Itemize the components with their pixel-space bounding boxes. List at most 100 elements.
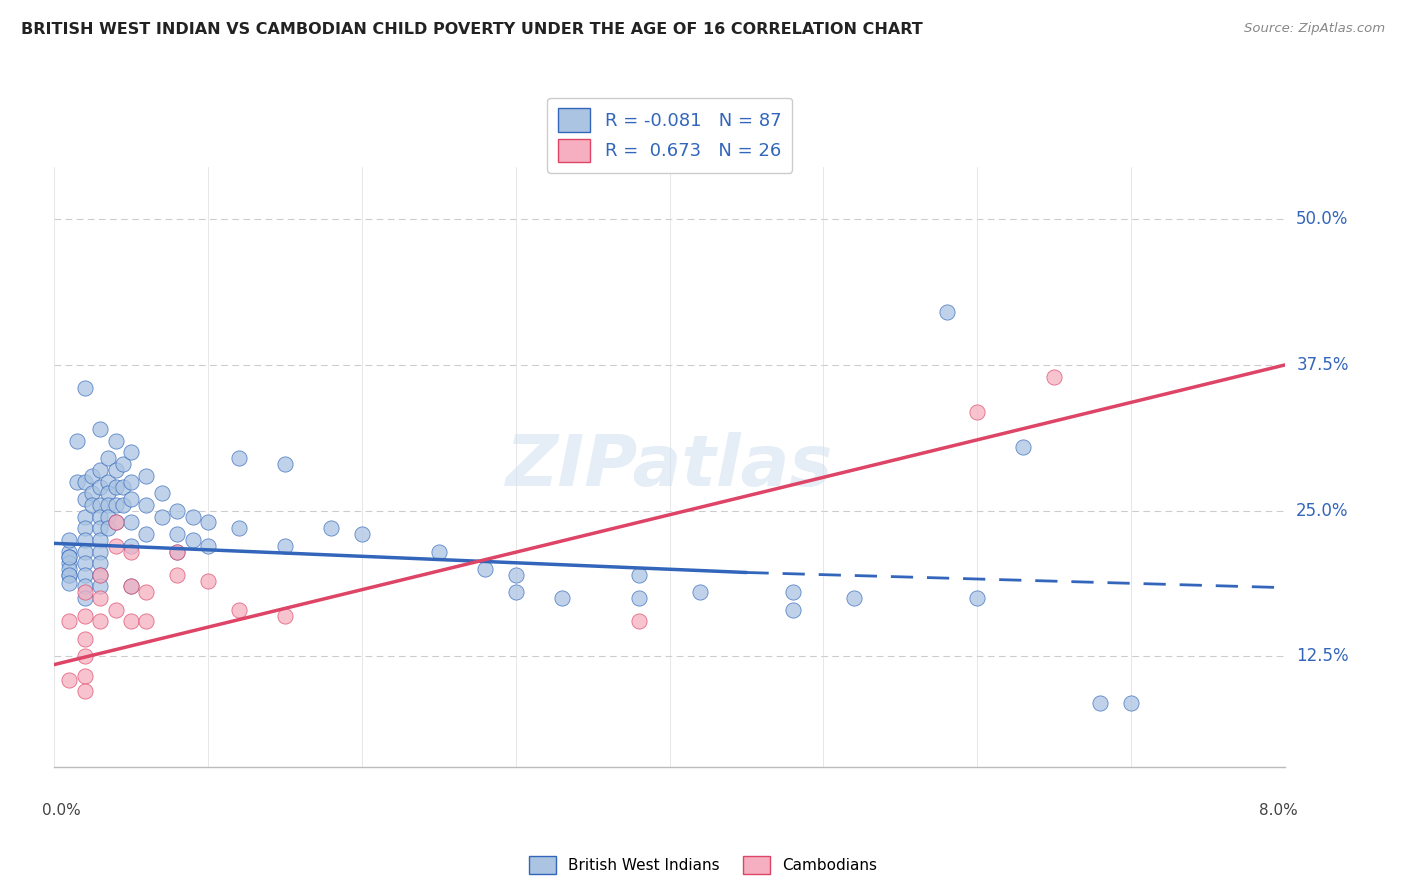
Point	[966, 404, 988, 418]
Text: 12.5%: 12.5%	[1296, 648, 1348, 665]
Point	[58, 550, 80, 565]
Point	[58, 562, 80, 576]
Point	[120, 539, 142, 553]
Point	[120, 491, 142, 506]
Point	[104, 434, 127, 448]
Point	[89, 463, 111, 477]
Point	[89, 567, 111, 582]
Point	[135, 527, 157, 541]
Point	[89, 567, 111, 582]
Point	[82, 486, 104, 500]
Point	[166, 527, 188, 541]
Point	[181, 533, 204, 547]
Point	[58, 576, 80, 591]
Point	[427, 544, 450, 558]
Point	[104, 516, 127, 530]
Point	[73, 684, 96, 698]
Point	[58, 673, 80, 687]
Point	[274, 457, 297, 471]
Point	[66, 475, 89, 489]
Point	[505, 585, 527, 599]
Text: 37.5%: 37.5%	[1296, 356, 1348, 374]
Point	[58, 567, 80, 582]
Point	[104, 463, 127, 477]
Point	[66, 434, 89, 448]
Point	[97, 475, 120, 489]
Point	[135, 585, 157, 599]
Point	[551, 591, 574, 606]
Point	[58, 533, 80, 547]
Point	[73, 567, 96, 582]
Point	[104, 480, 127, 494]
Text: 25.0%: 25.0%	[1296, 501, 1348, 520]
Point	[97, 451, 120, 466]
Point	[689, 585, 711, 599]
Text: 8.0%: 8.0%	[1258, 804, 1298, 818]
Point	[166, 544, 188, 558]
Point	[844, 591, 866, 606]
Point	[166, 544, 188, 558]
Point	[627, 615, 650, 629]
Point	[89, 533, 111, 547]
Point	[58, 615, 80, 629]
Point	[120, 580, 142, 594]
Point	[935, 305, 957, 319]
Point	[97, 486, 120, 500]
Point	[966, 591, 988, 606]
Point	[1043, 369, 1066, 384]
Point	[89, 544, 111, 558]
Point	[73, 591, 96, 606]
Point	[120, 516, 142, 530]
Point	[104, 516, 127, 530]
Text: Source: ZipAtlas.com: Source: ZipAtlas.com	[1244, 22, 1385, 36]
Point	[73, 491, 96, 506]
Point	[89, 422, 111, 436]
Point	[627, 591, 650, 606]
Point	[228, 451, 250, 466]
Point	[73, 585, 96, 599]
Point	[82, 498, 104, 512]
Point	[104, 498, 127, 512]
Point	[89, 615, 111, 629]
Text: 0.0%: 0.0%	[42, 804, 80, 818]
Point	[505, 567, 527, 582]
Point	[73, 608, 96, 623]
Point	[120, 445, 142, 459]
Point	[73, 632, 96, 646]
Point	[112, 457, 135, 471]
Point	[82, 468, 104, 483]
Point	[120, 475, 142, 489]
Point	[350, 527, 373, 541]
Text: 50.0%: 50.0%	[1296, 211, 1348, 228]
Point	[89, 591, 111, 606]
Point	[120, 580, 142, 594]
Point	[135, 615, 157, 629]
Point	[120, 615, 142, 629]
Point	[73, 533, 96, 547]
Point	[150, 486, 173, 500]
Point	[89, 580, 111, 594]
Point	[73, 521, 96, 535]
Legend: British West Indians, Cambodians: British West Indians, Cambodians	[523, 850, 883, 880]
Point	[1012, 440, 1035, 454]
Point	[89, 521, 111, 535]
Point	[120, 544, 142, 558]
Point	[73, 649, 96, 664]
Point	[782, 585, 804, 599]
Point	[274, 539, 297, 553]
Point	[97, 498, 120, 512]
Point	[73, 475, 96, 489]
Point	[73, 544, 96, 558]
Point	[112, 480, 135, 494]
Point	[135, 498, 157, 512]
Point	[166, 504, 188, 518]
Point	[135, 468, 157, 483]
Point	[112, 498, 135, 512]
Point	[150, 509, 173, 524]
Point	[166, 567, 188, 582]
Point	[319, 521, 342, 535]
Point	[104, 539, 127, 553]
Point	[73, 381, 96, 395]
Legend: R = -0.081   N = 87, R =  0.673   N = 26: R = -0.081 N = 87, R = 0.673 N = 26	[547, 97, 792, 173]
Point	[228, 521, 250, 535]
